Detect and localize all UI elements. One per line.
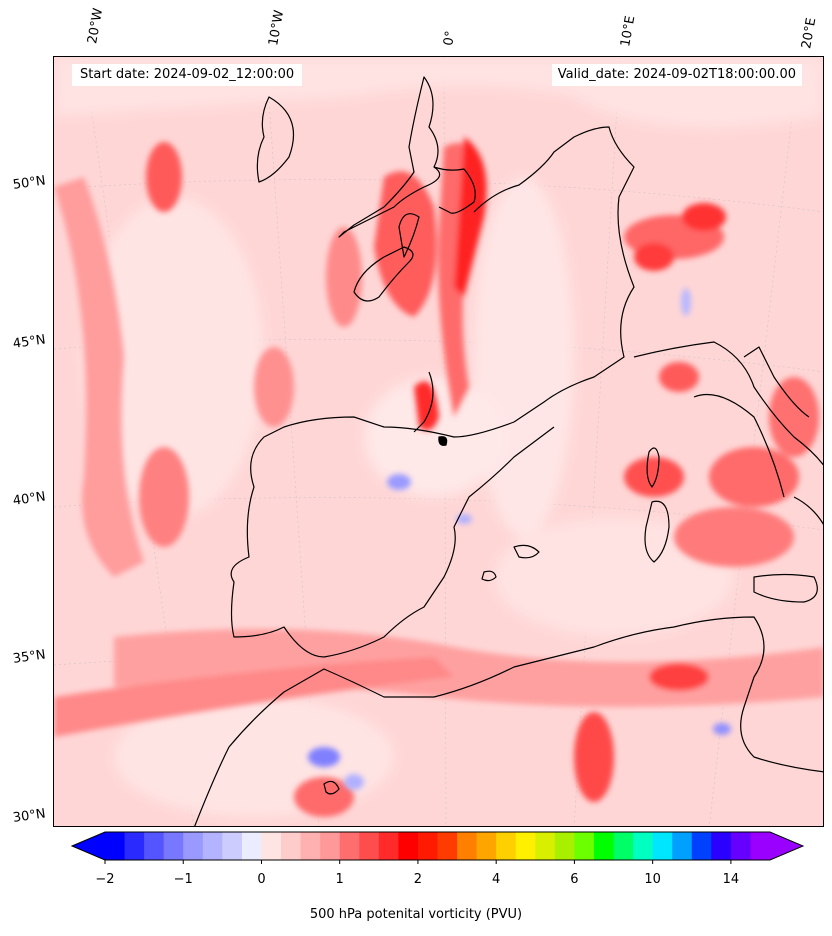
colorbar-cell	[535, 832, 556, 860]
colorbar-cell	[476, 832, 497, 860]
colorbar-cell	[163, 832, 184, 860]
colorbar-tick-label: 10	[644, 872, 661, 887]
colorbar-cell	[241, 832, 262, 860]
colorbar-cell	[124, 832, 145, 860]
lon-tick-10e: 10°E	[618, 14, 639, 48]
colorbar-cell	[261, 832, 282, 860]
valid-date-label: Valid_date: 2024-09-02T18:00:00.00	[551, 64, 802, 86]
lon-tick-20e: 20°E	[799, 16, 820, 51]
colorbar-cell	[750, 832, 771, 860]
colorbar-tick-label: 0	[257, 872, 266, 887]
colorbar-tick-label: 14	[722, 872, 740, 887]
colorbar-cell	[730, 832, 751, 860]
colorbar-tick-label: 2	[413, 872, 423, 887]
colorbar-cell	[378, 832, 399, 860]
colorbar-cell	[652, 832, 673, 860]
lat-tick-45n: 45°N	[12, 332, 47, 352]
lon-tick-0: 0°	[441, 29, 459, 47]
colorbar-cell	[496, 832, 517, 860]
colorbar-cell	[105, 832, 126, 860]
colorbar-cell	[222, 832, 243, 860]
colorbar-extend-high	[770, 832, 803, 860]
colorbar	[70, 831, 805, 864]
colorbar-cell	[281, 832, 302, 860]
colorbar-cell	[633, 832, 654, 860]
colorbar-cell	[320, 832, 341, 860]
colorbar-cell	[574, 832, 595, 860]
colorbar-cell	[457, 832, 478, 860]
colorbar-cell	[437, 832, 458, 860]
start-date-label: Start date: 2024-09-02_12:00:00	[72, 64, 303, 86]
pv-negative-pockets	[308, 288, 731, 790]
lat-tick-35n: 35°N	[12, 647, 47, 667]
colorbar-cell	[339, 832, 360, 860]
lat-tick-50n: 50°N	[12, 173, 47, 193]
colorbar-tick-label: −1	[173, 872, 193, 887]
colorbar-cell	[515, 832, 536, 860]
colorbar-cell	[593, 832, 615, 860]
colorbar-cell	[417, 832, 438, 860]
lon-tick-10w: 10°W	[266, 9, 288, 48]
colorbar-cell	[691, 832, 712, 860]
colorbar-cell	[672, 832, 693, 860]
colorbar-cell	[183, 832, 204, 860]
colorbar-cell	[300, 832, 321, 860]
colorbar-tick-label: 4	[492, 872, 501, 887]
colorbar-cell	[202, 832, 223, 860]
colorbar-extend-low	[72, 832, 105, 860]
colorbar-tick-label: −2	[95, 872, 115, 887]
pv-map[interactable]	[53, 56, 824, 827]
coastlines	[194, 76, 823, 826]
colorbar-label: 500 hPa potenital vorticity (PVU)	[309, 907, 523, 922]
colorbar-cell	[613, 832, 634, 860]
colorbar-tick-label: 6	[570, 872, 579, 887]
colorbar-cell	[554, 832, 575, 860]
pv-map-canvas	[54, 57, 823, 826]
colorbar-tick-label: 1	[335, 872, 344, 887]
colorbar-cell	[711, 832, 732, 860]
colorbar-cell	[398, 832, 419, 860]
lat-tick-40n: 40°N	[12, 489, 47, 509]
colorbar-cell	[359, 832, 380, 860]
lat-tick-30n: 30°N	[12, 806, 47, 826]
lon-tick-20w: 20°W	[85, 7, 107, 46]
colorbar-cell	[144, 832, 165, 860]
